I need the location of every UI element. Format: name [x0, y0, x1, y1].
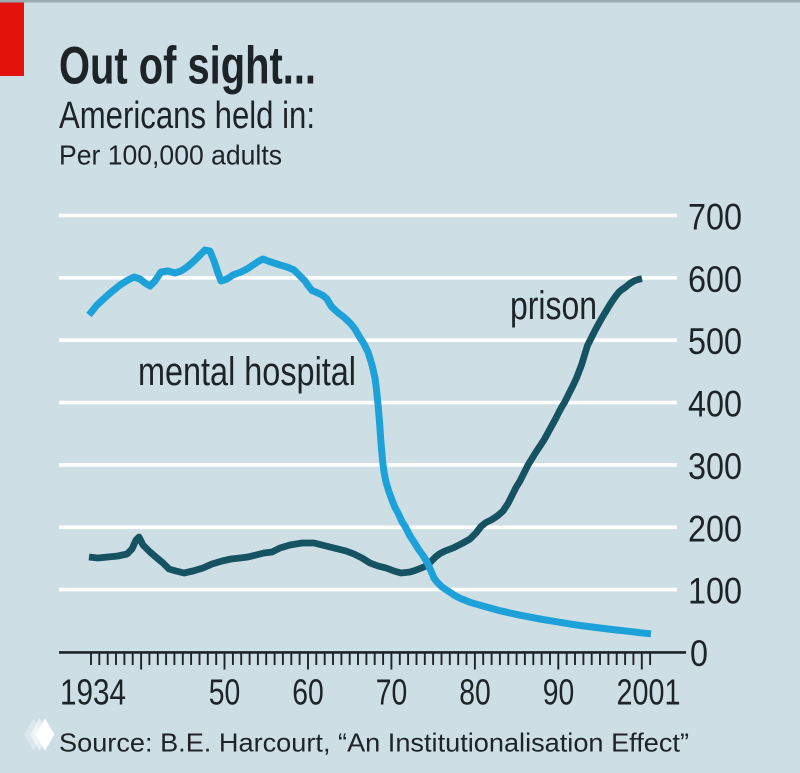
svg-text:60: 60: [292, 672, 324, 713]
svg-text:0: 0: [690, 633, 708, 674]
svg-text:2001: 2001: [617, 672, 681, 713]
svg-text:700: 700: [688, 197, 742, 238]
svg-text:Source: B.E. Harcourt, “An Ins: Source: B.E. Harcourt, “An Institutional…: [59, 728, 689, 758]
svg-text:Out of sight...: Out of sight...: [59, 37, 316, 96]
svg-text:Per 100,000 adults: Per 100,000 adults: [59, 140, 282, 171]
svg-text:400: 400: [688, 384, 742, 425]
svg-text:200: 200: [688, 508, 742, 549]
svg-text:70: 70: [376, 672, 408, 713]
svg-text:100: 100: [688, 571, 742, 612]
svg-text:90: 90: [543, 672, 575, 713]
svg-text:50: 50: [209, 672, 241, 713]
svg-text:prison: prison: [510, 284, 597, 328]
svg-text:300: 300: [688, 446, 742, 487]
svg-text:80: 80: [459, 672, 491, 713]
svg-text:500: 500: [688, 321, 742, 362]
svg-text:Americans held in:: Americans held in:: [59, 95, 315, 137]
svg-text:600: 600: [688, 259, 742, 300]
svg-text:1934: 1934: [60, 672, 126, 713]
svg-text:mental hospital: mental hospital: [138, 350, 356, 394]
